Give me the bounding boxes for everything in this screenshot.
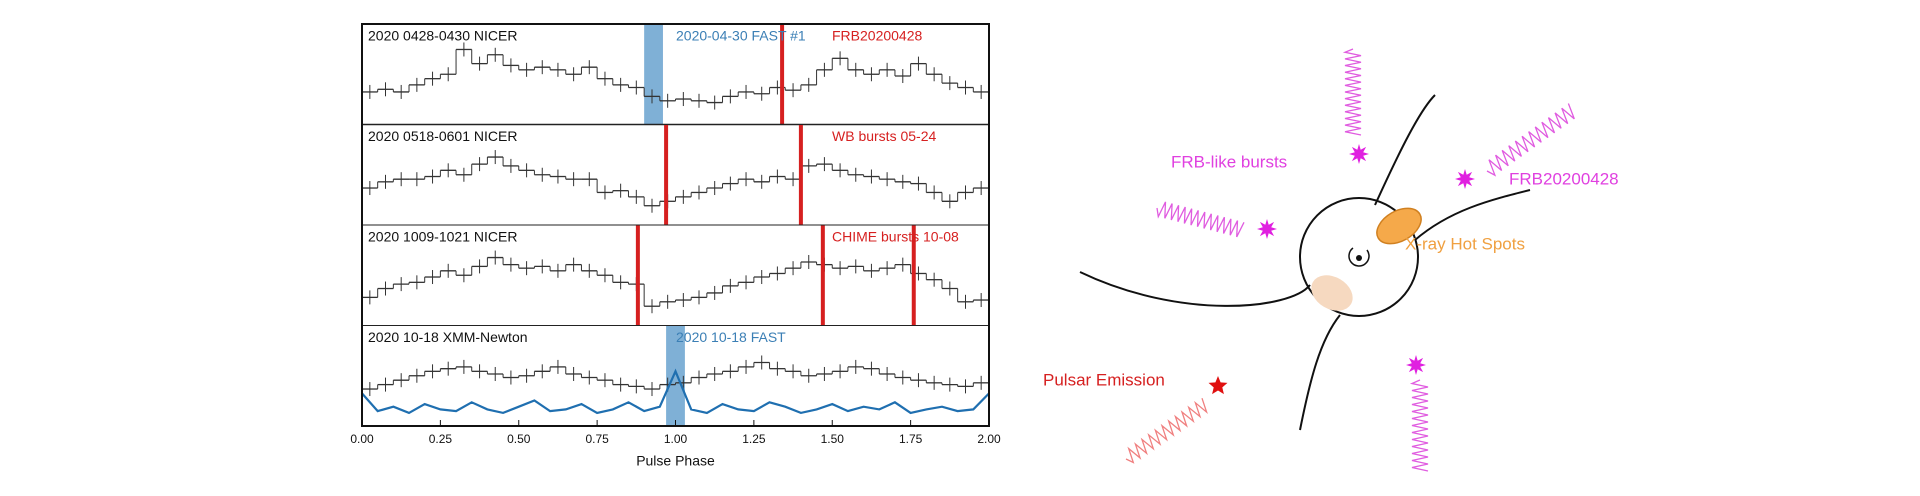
emission-wave [1486, 103, 1575, 177]
burst-star [1455, 169, 1475, 189]
emission-wave [1342, 48, 1362, 136]
x-tick-label: 1.75 [899, 432, 923, 446]
field-line [1414, 189, 1531, 241]
field-line [1079, 271, 1311, 307]
x-axis-label: Pulse Phase [636, 453, 715, 469]
diagram-label: FRB20200428 [1509, 169, 1619, 188]
emission-wave [1125, 397, 1208, 464]
x-tick-label: 2.00 [977, 432, 1001, 446]
x-tick-label: 1.00 [664, 432, 688, 446]
field-line [1299, 314, 1341, 431]
field-line [1374, 94, 1436, 206]
x-tick-label: 1.25 [742, 432, 766, 446]
x-tick-label: 0.75 [585, 432, 609, 446]
annotation: CHIME bursts 10-08 [832, 229, 959, 245]
x-tick-label: 0.50 [507, 432, 531, 446]
hot-spot-far [1311, 275, 1353, 311]
pulsar-star [1208, 376, 1228, 395]
diagram-label: Pulsar Emission [1043, 370, 1165, 389]
panel-label: 2020 10-18 XMM-Newton [368, 329, 528, 345]
burst-star [1349, 144, 1369, 164]
neutron-star [1299, 197, 1419, 317]
panel-label: 2020 0518-0601 NICER [368, 128, 517, 144]
burst-star [1406, 355, 1426, 375]
x-tick-label: 1.50 [821, 432, 845, 446]
x-tick-label: 0.00 [350, 432, 374, 446]
rotation-axis [1356, 255, 1362, 261]
annotation: FRB20200428 [832, 28, 923, 44]
fast-band [644, 24, 663, 125]
burst-star [1257, 219, 1277, 239]
fast-profile [361, 368, 990, 415]
annotation: WB bursts 05-24 [832, 128, 936, 144]
diagram-label: X-ray Hot Spots [1405, 234, 1525, 253]
emission-wave [1409, 379, 1429, 472]
fast-band [666, 325, 685, 426]
annotation: 2020 10-18 FAST [676, 329, 786, 345]
rotation-arrow [1348, 247, 1370, 267]
annotation: 2020-04-30 FAST #1 [676, 28, 806, 44]
emission-wave [1156, 201, 1245, 238]
diagram-label: FRB-like bursts [1171, 152, 1287, 171]
x-tick-label: 0.25 [429, 432, 453, 446]
hot-spot [1376, 207, 1422, 245]
magnetar-diagram [1079, 94, 1531, 431]
panel-label: 2020 1009-1021 NICER [368, 229, 517, 245]
panel-label: 2020 0428-0430 NICER [368, 28, 517, 44]
